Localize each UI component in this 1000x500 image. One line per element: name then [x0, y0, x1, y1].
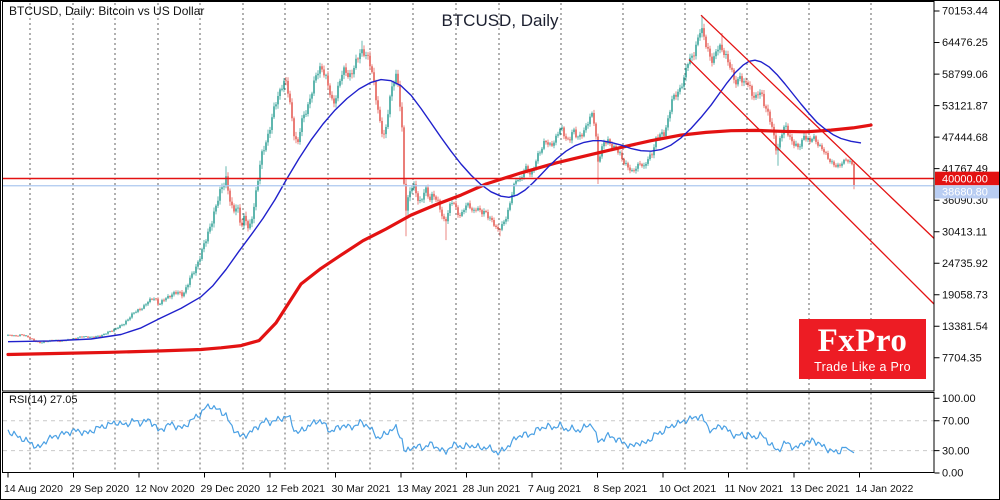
date-tick-label: 7 Aug 2021: [528, 483, 581, 495]
channel-trendline-2: [688, 59, 935, 305]
price-level-badge-text: 40000.00: [942, 173, 988, 185]
price-tick-label: 24735.92: [942, 258, 988, 270]
main-panel-frame: [2, 1, 935, 392]
price-tick-label: 7704.35: [942, 353, 982, 365]
price-level-badge: [935, 171, 999, 186]
date-tick-label: 30 Mar 2021: [332, 483, 391, 495]
rsi-tick-label: 0.00: [942, 468, 963, 480]
current-price-badge-text: 38680.80: [942, 187, 988, 199]
grid-lines: [29, 3, 872, 473]
date-tick-label: 12 Feb 2021: [266, 483, 325, 495]
price-tick-label: 30413.11: [942, 226, 987, 238]
date-tick-label: 29 Sep 2020: [70, 483, 130, 495]
up-candle-bodies: [7, 28, 851, 344]
date-tick-label: 14 Jan 2022: [856, 483, 914, 495]
symbol-description: BTCUSD, Daily: Bitcoin vs US Dollar: [9, 4, 205, 18]
date-tick-label: 11 Nov 2021: [725, 483, 784, 495]
price-tick-label: 47444.68: [942, 132, 988, 144]
price-tick-label: 13381.54: [942, 321, 988, 333]
fxpro-logo: FxPro Trade Like a Pro: [799, 319, 926, 379]
date-tick-label: 28 Jun 2021: [463, 483, 521, 495]
rsi-level-lines: [3, 420, 934, 452]
rsi-tick-label: 30.00: [942, 445, 970, 457]
date-tick-label: 14 Aug 2020: [4, 483, 63, 495]
down-candle-wicks: [9, 23, 855, 344]
date-tick-label: 29 Dec 2020: [201, 483, 261, 495]
page-title: BTCUSD, Daily: [441, 11, 559, 30]
down-candle-bodies: [9, 28, 855, 343]
date-tick-label: 8 Sep 2021: [594, 483, 648, 495]
rsi-indicator-label: RSI(14) 27.05: [9, 394, 78, 406]
up-candle-wicks: [7, 15, 851, 344]
price-tick-label: 70153.44: [942, 6, 988, 18]
date-tick-label: 12 Nov 2020: [135, 483, 195, 495]
rsi-line: [7, 403, 855, 456]
date-tick-label: 13 May 2021: [397, 483, 458, 495]
price-tick-label: 64476.25: [942, 37, 988, 49]
rsi-panel-frame: [2, 392, 935, 473]
fxpro-logo-tagline: Trade Like a Pro: [814, 360, 911, 374]
price-tick-label: 53121.87: [942, 100, 988, 112]
channel-trendline-1: [700, 14, 935, 239]
date-tick-label: 10 Oct 2021: [659, 483, 716, 495]
fxpro-logo-text: FxPro: [817, 323, 908, 359]
rsi-tick-label: 100.00: [942, 393, 976, 405]
slow-ma-line: [6, 123, 873, 357]
rsi-tick-label: 70.00: [942, 415, 970, 427]
axis-tick-marks: [7, 10, 940, 478]
price-tick-label: 19058.73: [942, 290, 988, 302]
date-tick-label: 13 Dec 2021: [790, 483, 850, 495]
fast-ma-line: [7, 59, 862, 343]
price-tick-label: 58799.06: [942, 69, 988, 81]
current-price-badge: [935, 185, 999, 199]
